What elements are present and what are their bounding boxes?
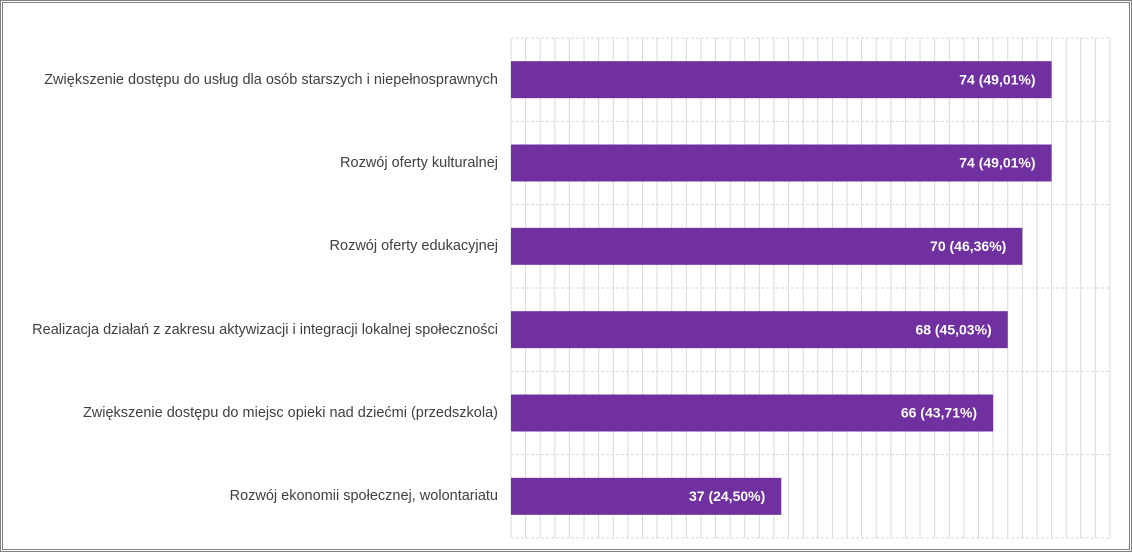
category-label: Rozwój oferty kulturalnej xyxy=(340,155,498,171)
category-label: Zwiększenie dostępu do usług dla osób st… xyxy=(44,71,498,88)
bar xyxy=(511,477,782,515)
category-label: Rozwój oferty edukacyjnej xyxy=(329,238,498,255)
category-label: Rozwój ekonomii społecznej, wolontariatu xyxy=(229,488,498,505)
data-label: 37 (24,50%) xyxy=(689,488,765,504)
bar xyxy=(511,394,994,432)
bar xyxy=(511,311,1008,349)
category-label: Zwiększenie dostępu do miejsc opieki nad… xyxy=(82,405,498,421)
data-label: 74 (49,01%) xyxy=(959,71,1035,87)
bar xyxy=(511,61,1052,99)
bar xyxy=(511,144,1052,182)
data-label: 70 (46,36%) xyxy=(930,238,1006,254)
bar xyxy=(511,227,1023,265)
category-label: Realizacja działań z zakresu aktywizacji… xyxy=(32,321,498,338)
data-label: 74 (49,01%) xyxy=(959,155,1035,171)
data-label: 68 (45,03%) xyxy=(915,321,991,337)
data-label: 66 (43,71%) xyxy=(901,405,977,421)
